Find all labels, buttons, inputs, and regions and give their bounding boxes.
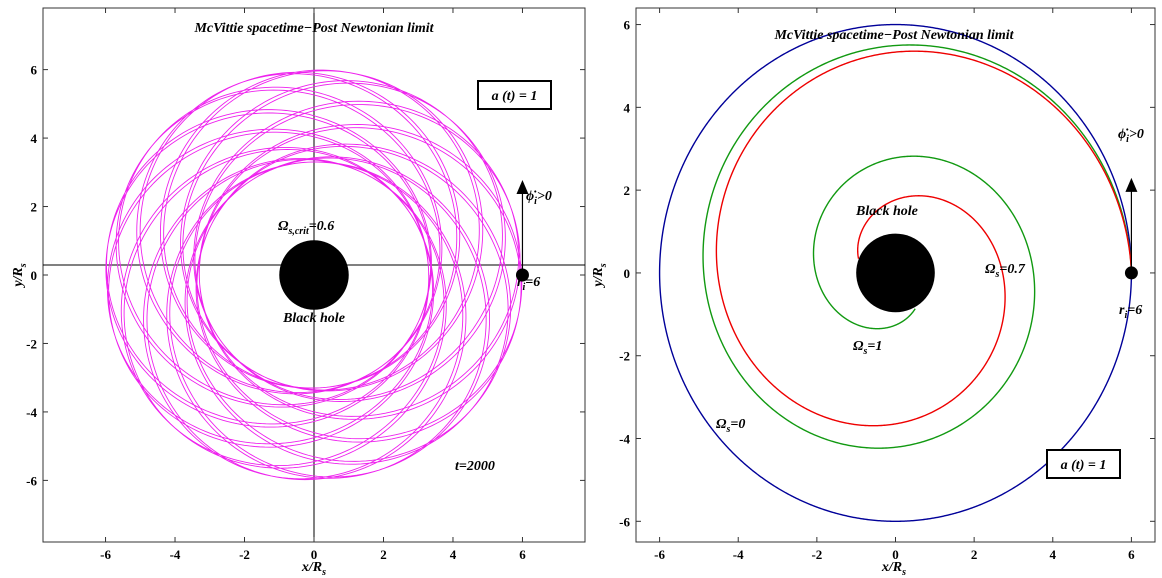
left-time-label: t=2000 — [455, 459, 495, 474]
left-x-axis-label: x/Rs — [301, 560, 326, 578]
left-x-tick-label: -4 — [170, 547, 181, 562]
right-y-tick-label: 6 — [624, 18, 631, 33]
left-x-tick-label: -2 — [239, 547, 250, 562]
left-black-hole — [279, 240, 349, 310]
right-y-tick-label: 4 — [624, 100, 631, 115]
left-title: McVittie spacetime−Post Newtonian limit — [193, 21, 434, 36]
right-series-label-1: Ωs=0.7 — [985, 262, 1026, 280]
left-scale-box — [477, 80, 552, 110]
right-black-hole — [856, 233, 935, 313]
right-orbit-series-2 — [715, 50, 1133, 427]
left-x-tick-label: -6 — [100, 547, 111, 562]
right-ticks: -6 -6 -4 -4 -2 -2 0 0 2 2 4 4 6 6 — [619, 8, 1155, 562]
left-velocity-label: ϕ̇i>0 — [526, 189, 552, 207]
left-y-tick-label: 2 — [31, 200, 38, 215]
right-x-tick-label: -6 — [654, 547, 665, 562]
right-initial-label: ri=6 — [1119, 303, 1142, 321]
right-x-tick-label: 2 — [971, 547, 978, 562]
right-y-tick-label: 0 — [624, 266, 631, 281]
left-series-label: Ωs,crit=0.6 — [278, 219, 334, 237]
right-series-label-0: Ωs=0 — [716, 417, 745, 435]
left-y-tick-label: -6 — [26, 473, 37, 488]
right-orbit-series — [658, 23, 1133, 522]
right-x-tick-label: -2 — [811, 547, 822, 562]
right-x-tick-label: 0 — [892, 547, 899, 562]
left-y-tick-label: 6 — [31, 63, 38, 78]
right-orbit-series-0 — [658, 23, 1133, 522]
left-x-tick-label: 0 — [311, 547, 318, 562]
right-x-tick-label: 6 — [1128, 547, 1135, 562]
left-x-tick-label: 4 — [450, 547, 457, 562]
left-y-tick-label: 4 — [31, 131, 38, 146]
right-y-tick-label: -4 — [619, 432, 630, 447]
right-scale-box-text: a (t) = 1 — [1061, 458, 1107, 473]
right-scale-box — [1046, 449, 1121, 479]
left-scale-box-text: a (t) = 1 — [492, 89, 538, 104]
left-initial-label: ri=6 — [517, 275, 540, 293]
left-y-tick-label: -2 — [26, 336, 37, 351]
right-panel: -6 -6 -4 -4 -2 -2 0 0 2 2 4 4 6 6 McVittie spacetime−… — [591, 7, 1156, 578]
left-x-tick-label: 2 — [380, 547, 387, 562]
right-x-tick-label: 4 — [1050, 547, 1057, 562]
right-initial-point — [1124, 266, 1138, 280]
right-black-hole-label: Black hole — [855, 204, 918, 219]
right-orbit-series-1 — [702, 44, 1133, 449]
right-velocity-label: ϕ̇i>0 — [1118, 127, 1144, 145]
left-ticks: -6 -6 -4 -4 -2 -2 0 0 2 2 4 4 6 6 — [26, 8, 585, 562]
left-x-tick-label: 6 — [519, 547, 526, 562]
right-x-axis-label: x/Rs — [881, 560, 906, 578]
right-series-label-2: Ωs=1 — [853, 339, 882, 357]
left-panel: -6 -6 -4 -4 -2 -2 0 0 2 2 4 4 6 6 McVittie spacetime−… — [11, 7, 586, 578]
right-y-tick-label: -6 — [619, 514, 630, 529]
left-orbit-series — [105, 69, 523, 481]
left-y-tick-label: 0 — [31, 268, 38, 283]
right-y-axis-label: y/Rs — [591, 263, 609, 288]
left-black-hole-label: Black hole — [282, 311, 345, 326]
right-velocity-arrowhead — [1125, 177, 1138, 192]
left-velocity-arrowhead — [516, 180, 529, 194]
left-y-axis-label: y/Rs — [11, 263, 29, 288]
right-y-tick-label: -2 — [619, 349, 630, 364]
left-rosette-orbit — [105, 69, 523, 481]
left-y-tick-label: -4 — [26, 405, 37, 420]
left-initial-point — [515, 268, 529, 282]
right-y-tick-label: 2 — [624, 183, 631, 198]
right-x-tick-label: -4 — [733, 547, 744, 562]
right-title: McVittie spacetime−Post Newtonian limit — [773, 28, 1014, 43]
